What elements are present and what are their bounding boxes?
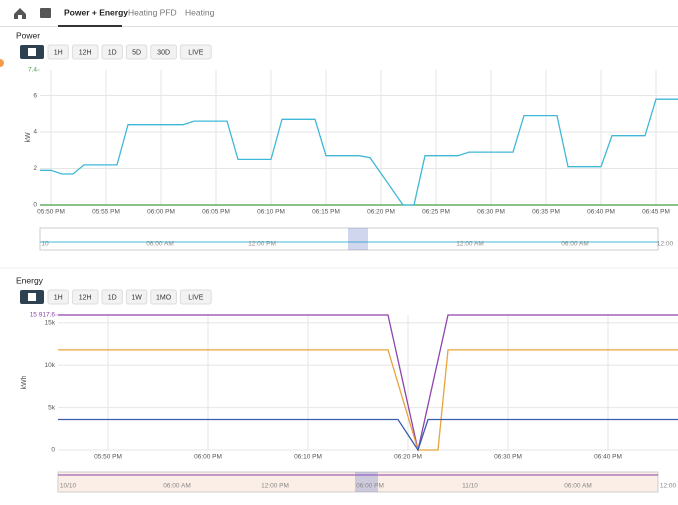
navigator-label: 12:00: [660, 483, 677, 490]
x-tick-label: 06:20 PM: [394, 454, 422, 461]
x-tick-label: 06:00 PM: [194, 454, 222, 461]
x-tick-label: 06:30 PM: [477, 209, 505, 216]
navigator-label: 12:00 PM: [248, 241, 276, 248]
home-icon[interactable]: [14, 8, 26, 19]
range-button[interactable]: [71, 289, 99, 305]
navigator-selection[interactable]: [348, 228, 368, 250]
navigator-label: 12:00 AM: [456, 241, 483, 248]
navigator-label: 12:00 PM: [261, 483, 289, 490]
nav-tab[interactable]: Heating: [185, 7, 215, 17]
range-button-label[interactable]: 1W: [131, 294, 142, 301]
range-button[interactable]: [125, 289, 148, 305]
series-line: [40, 98, 678, 206]
y-tick-label: 6: [33, 92, 37, 99]
y-tick-label: 7.4: [28, 67, 37, 74]
range-button[interactable]: [47, 289, 69, 305]
y-tick-label: 10k: [45, 362, 56, 369]
y-tick-label: 4: [33, 129, 37, 136]
navigator-label: 12:00: [657, 241, 674, 248]
x-tick-label: 06:10 PM: [294, 454, 322, 461]
x-tick-label: 05:50 PM: [94, 454, 122, 461]
section-title: Power: [16, 30, 40, 40]
range-button-label[interactable]: LIVE: [188, 49, 204, 56]
range-button[interactable]: [71, 44, 99, 60]
y-tick-label: 15 917.6: [30, 312, 56, 319]
range-button-label[interactable]: 1MO: [156, 294, 172, 301]
x-tick-label: 06:00 PM: [147, 209, 175, 216]
navigator-label: 06:00 AM: [564, 483, 591, 490]
nav-tab[interactable]: Power + Energy: [64, 7, 128, 17]
navigator-label: 06:00 AM: [561, 241, 588, 248]
y-tick-label: 5k: [48, 404, 56, 411]
x-tick-label: 06:10 PM: [257, 209, 285, 216]
range-button[interactable]: [179, 289, 212, 305]
x-tick-label: 06:40 PM: [594, 454, 622, 461]
navigator[interactable]: [39, 227, 659, 251]
calendar-icon: [28, 48, 36, 56]
x-tick-label: 06:30 PM: [494, 454, 522, 461]
range-button-label[interactable]: LIVE: [188, 294, 204, 301]
range-button[interactable]: [125, 44, 148, 60]
section-title: Energy: [16, 275, 44, 285]
x-tick-label: 05:55 PM: [92, 209, 120, 216]
navigator-label: 06:00 PM: [356, 483, 384, 490]
x-tick-label: 06:15 PM: [312, 209, 340, 216]
x-tick-label: 06:40 PM: [587, 209, 615, 216]
range-button-label[interactable]: 5D: [132, 49, 141, 56]
range-button-label[interactable]: 30D: [157, 49, 170, 56]
navigator-label: 11/10: [462, 483, 478, 490]
x-tick-label: 06:45 PM: [642, 209, 670, 216]
series-line: [58, 418, 678, 452]
y-axis-label: kWh: [21, 375, 28, 389]
y-tick-label: 15k: [45, 320, 56, 327]
y-tick-label: 2: [33, 165, 37, 172]
range-button-label[interactable]: 1D: [108, 294, 117, 301]
x-tick-label: 05:50 PM: [37, 209, 65, 216]
calendar-icon: [28, 293, 36, 301]
navigator[interactable]: [57, 471, 659, 493]
range-button[interactable]: [150, 289, 177, 305]
navigator-label: 10/10: [60, 483, 77, 490]
range-button-label[interactable]: 1H: [54, 294, 63, 301]
x-tick-label: 06:25 PM: [422, 209, 450, 216]
range-button[interactable]: [101, 289, 123, 305]
x-tick-label: 06:35 PM: [532, 209, 560, 216]
y-axis-label: kW: [25, 132, 32, 143]
navigator-selection[interactable]: [355, 472, 378, 492]
x-tick-label: 06:20 PM: [367, 209, 395, 216]
range-button[interactable]: [150, 44, 177, 60]
navigator-label: 06:00 AM: [146, 241, 173, 248]
series-line: [58, 349, 678, 451]
range-button[interactable]: [47, 44, 69, 60]
navigator-label: 06:00 AM: [163, 483, 190, 490]
status-dot: [0, 59, 4, 67]
y-tick-label: 0: [51, 447, 55, 454]
range-button-label[interactable]: 12H: [79, 294, 92, 301]
y-tick-label: 0: [33, 202, 37, 209]
range-button-label[interactable]: 1D: [108, 49, 117, 56]
x-tick-label: 06:05 PM: [202, 209, 230, 216]
range-button[interactable]: [179, 44, 212, 60]
dashboard-icon[interactable]: [40, 8, 51, 18]
nav-tab[interactable]: Heating PFD: [128, 7, 177, 17]
range-button-label[interactable]: 1H: [54, 49, 63, 56]
navigator-label: 10: [41, 241, 49, 248]
range-button[interactable]: [101, 44, 123, 60]
range-button-label[interactable]: 12H: [79, 49, 92, 56]
active-tab-underline: [58, 25, 122, 27]
